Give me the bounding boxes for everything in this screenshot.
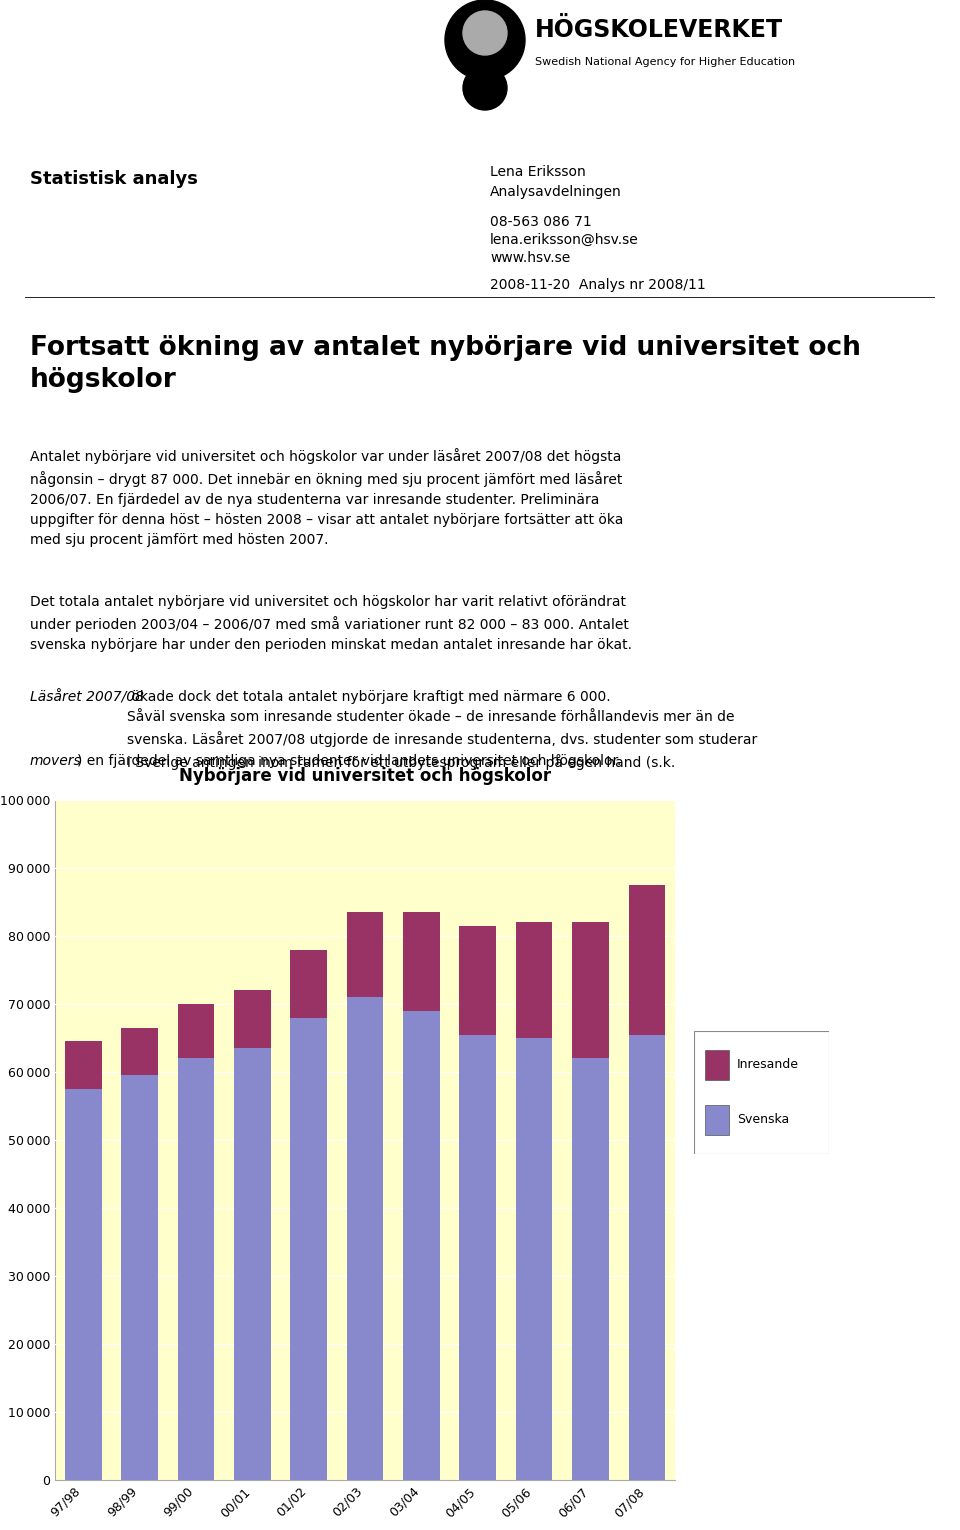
- Bar: [403, 1011, 440, 1480]
- Bar: [65, 1042, 102, 1089]
- Bar: [234, 1048, 271, 1480]
- Text: www.hsv.se: www.hsv.se: [490, 251, 570, 265]
- Text: Lena Eriksson: Lena Eriksson: [490, 165, 586, 179]
- Bar: [290, 950, 327, 1017]
- Bar: [516, 1037, 552, 1480]
- Bar: [234, 990, 271, 1048]
- Text: Statistisk analys: Statistisk analys: [30, 170, 198, 188]
- Bar: [460, 1034, 496, 1480]
- Text: Svenska: Svenska: [737, 1114, 789, 1126]
- Circle shape: [463, 11, 507, 55]
- Text: Swedish National Agency for Higher Education: Swedish National Agency for Higher Educa…: [535, 57, 795, 67]
- Text: 2008-11-20  Analys nr 2008/11: 2008-11-20 Analys nr 2008/11: [490, 278, 706, 292]
- Text: HÖGSKOLEVERKET: HÖGSKOLEVERKET: [535, 18, 783, 41]
- Bar: [178, 1004, 214, 1059]
- Bar: [347, 912, 383, 998]
- Title: Nybörjare vid universitet och högskolor: Nybörjare vid universitet och högskolor: [179, 767, 551, 785]
- FancyBboxPatch shape: [694, 1031, 828, 1154]
- Text: Inresande: Inresande: [737, 1059, 800, 1071]
- Circle shape: [463, 66, 507, 110]
- Text: ökade dock det totala antalet nybörjare kraftigt med närmare 6 000.
Såväl svensk: ökade dock det totala antalet nybörjare …: [127, 690, 757, 770]
- Text: Antalet nybörjare vid universitet och högskolor var under läsåret 2007/08 det hö: Antalet nybörjare vid universitet och hö…: [30, 448, 623, 548]
- Bar: [121, 1076, 157, 1480]
- Text: lena.eriksson@hsv.se: lena.eriksson@hsv.se: [490, 233, 638, 246]
- Bar: [347, 998, 383, 1480]
- Bar: [290, 1017, 327, 1480]
- Bar: [629, 1034, 665, 1480]
- Bar: [629, 884, 665, 1034]
- Bar: [65, 1089, 102, 1480]
- Bar: [178, 1059, 214, 1480]
- Circle shape: [445, 0, 525, 80]
- Text: Läsåret 2007/08: Läsåret 2007/08: [30, 690, 144, 704]
- Text: Det totala antalet nybörjare vid universitet och högskolor har varit relativt of: Det totala antalet nybörjare vid univers…: [30, 595, 632, 652]
- Bar: [460, 926, 496, 1034]
- Text: movers: movers: [30, 754, 82, 768]
- Bar: [572, 923, 609, 1059]
- Bar: [705, 1050, 730, 1080]
- Bar: [572, 1059, 609, 1480]
- Text: Analysavdelningen: Analysavdelningen: [490, 185, 622, 199]
- Bar: [516, 923, 552, 1037]
- Text: 08-563 086 71: 08-563 086 71: [490, 216, 591, 230]
- Bar: [121, 1028, 157, 1076]
- Bar: [705, 1105, 730, 1135]
- Text: ) en fjärdedel av samtliga nya studenter vid landets universitet och högskolor.: ) en fjärdedel av samtliga nya studenter…: [77, 754, 621, 768]
- Text: Fortsatt ökning av antalet nybörjare vid universitet och
högskolor: Fortsatt ökning av antalet nybörjare vid…: [30, 335, 861, 393]
- Bar: [403, 912, 440, 1011]
